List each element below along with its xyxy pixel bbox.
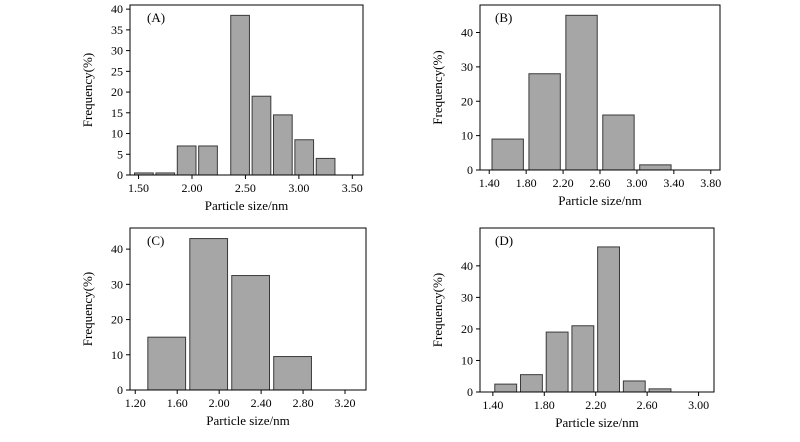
- x-tick-label: 2.40: [251, 396, 272, 410]
- x-tick-label: 1.80: [516, 176, 537, 190]
- x-axis-title: Particle size/nm: [558, 193, 641, 208]
- panel-label: (A): [147, 10, 165, 25]
- bar: [147, 336, 187, 391]
- y-tick-label: 10: [111, 348, 123, 362]
- y-axis-title: Frequency(%): [80, 53, 95, 127]
- bar: [494, 383, 518, 393]
- bar: [273, 356, 312, 391]
- bar: [639, 164, 672, 171]
- x-tick-label: 3.80: [700, 176, 721, 190]
- y-axis-title: Frequency(%): [430, 273, 445, 347]
- y-tick-label: 20: [111, 313, 123, 327]
- y-tick-label: 30: [111, 44, 123, 58]
- chart-panel-b: 1.40 1.80 2.20 2.60 3.00 3.40 3.80 0 10 20 30 40 (B)…: [430, 4, 721, 208]
- x-tick-label: 2.80: [293, 396, 314, 410]
- y-tick-label: 10: [461, 353, 473, 367]
- x-axis-title: Particle size/nm: [205, 198, 288, 213]
- x-tick-label: 3.40: [663, 176, 684, 190]
- y-tick-label: 10: [461, 129, 473, 143]
- x-tick-label: 2.50: [235, 181, 256, 195]
- y-tick-label: 30: [461, 290, 473, 304]
- y-tick-label: 5: [117, 147, 123, 161]
- bar: [602, 114, 635, 171]
- y-tick-label: 0: [117, 383, 123, 397]
- bar: [597, 246, 621, 393]
- x-tick-label: 2.20: [553, 176, 574, 190]
- x-tick-label: 3.00: [288, 181, 309, 195]
- panel-label: (B): [495, 10, 512, 25]
- plot-frame: [129, 4, 364, 176]
- bar: [315, 157, 336, 176]
- x-tick-label: 1.40: [482, 398, 503, 412]
- x-tick-label: 1.80: [534, 398, 555, 412]
- x-tick-label: 2.00: [209, 396, 230, 410]
- bar: [230, 14, 250, 176]
- x-tick-label: 3.00: [688, 398, 709, 412]
- x-axis-title: Particle size/nm: [206, 413, 289, 428]
- chart-panel-d: 1.40 1.80 2.20 2.60 3.00 0 10 20 30 40 (D) Particle…: [430, 227, 715, 430]
- bar: [528, 73, 561, 171]
- bar: [251, 95, 272, 176]
- y-tick-label: 40: [461, 26, 473, 40]
- x-axis-title: Particle size/nm: [555, 415, 638, 430]
- plot-frame: [129, 227, 367, 391]
- panel-label: (D): [495, 233, 513, 248]
- bar: [571, 325, 595, 393]
- y-tick-label: 0: [467, 385, 473, 399]
- y-tick-label: 20: [111, 85, 123, 99]
- bar: [189, 238, 229, 391]
- x-tick-label: 1.20: [125, 396, 146, 410]
- y-tick-label: 20: [461, 94, 473, 108]
- y-tick-label: 40: [461, 259, 473, 273]
- y-tick-label: 25: [111, 64, 123, 78]
- x-tick-label: 2.60: [637, 398, 658, 412]
- x-tick-label: 1.40: [479, 176, 500, 190]
- x-tick-label: 3.20: [335, 396, 356, 410]
- x-tick-label: 3.00: [626, 176, 647, 190]
- y-axis-title: Frequency(%): [80, 272, 95, 346]
- bar: [565, 14, 598, 171]
- y-tick-label: 35: [111, 23, 123, 37]
- chart-panel-c: 1.20 1.60 2.00 2.40 2.80 3.20 0 10 20 30 40 (C) Part…: [80, 227, 367, 428]
- y-tick-label: 40: [111, 242, 123, 256]
- y-tick-label: 10: [111, 127, 123, 141]
- panel-label: (C): [147, 233, 164, 248]
- bar: [176, 145, 197, 176]
- y-tick-label: 15: [111, 106, 123, 120]
- y-tick-label: 40: [111, 2, 123, 16]
- bar: [622, 380, 646, 393]
- y-tick-label: 0: [467, 163, 473, 177]
- bar: [294, 139, 315, 176]
- y-tick-label: 30: [461, 60, 473, 74]
- x-tick-label: 1.60: [167, 396, 188, 410]
- x-tick-label: 1.50: [128, 181, 149, 195]
- x-tick-label: 2.60: [590, 176, 611, 190]
- bar: [520, 374, 543, 393]
- y-tick-label: 30: [111, 277, 123, 291]
- x-tick-label: 2.20: [585, 398, 606, 412]
- bar: [491, 138, 524, 171]
- bar: [231, 275, 271, 391]
- chart-panel-a: 1.50 2.00 2.50 3.00 3.50 0 5 10 15 20 25 30 35 40 (A) P…: [80, 2, 364, 213]
- x-tick-label: 3.50: [342, 181, 363, 195]
- bar: [272, 114, 293, 176]
- x-tick-label: 2.00: [181, 181, 202, 195]
- y-tick-label: 20: [461, 322, 473, 336]
- bar: [545, 331, 569, 393]
- plot-frame: [479, 227, 715, 393]
- bar: [198, 145, 218, 176]
- y-tick-label: 0: [117, 168, 123, 182]
- y-axis-title: Frequency(%): [430, 50, 445, 124]
